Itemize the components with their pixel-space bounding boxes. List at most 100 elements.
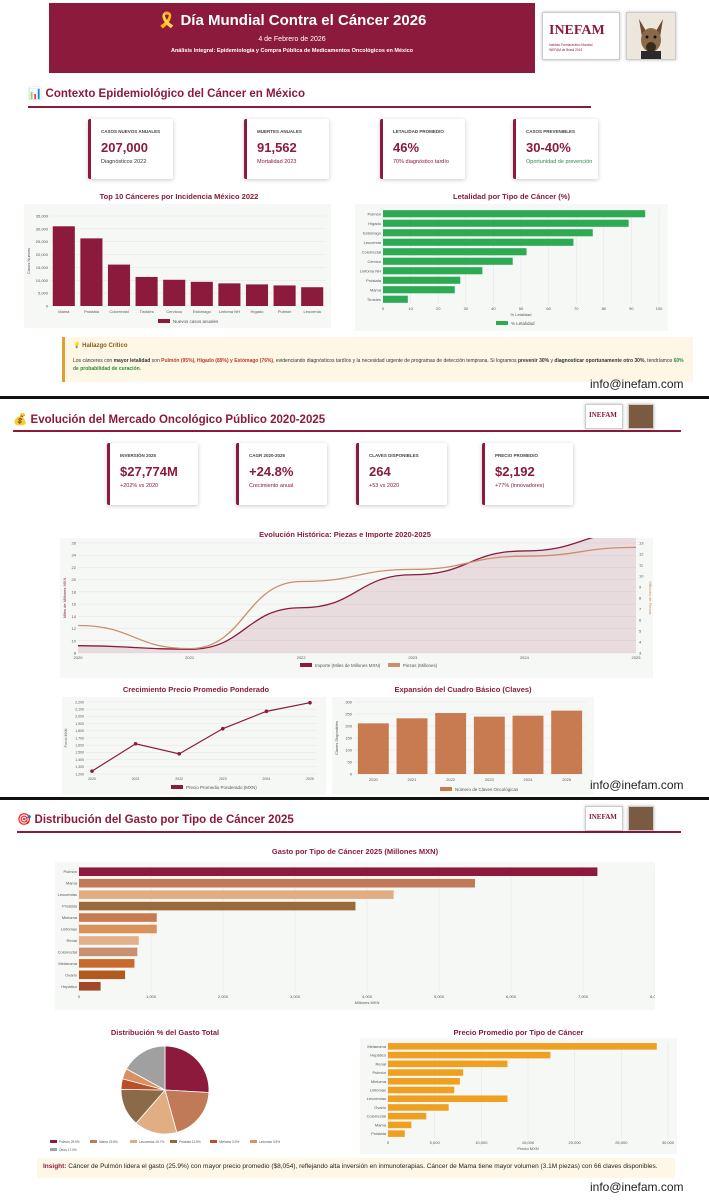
data-point: [177, 752, 181, 756]
x-tick-label: 30: [464, 306, 469, 311]
y-tick-label: 35,000: [36, 214, 49, 219]
y-tick-label: Mama: [375, 1122, 387, 1127]
series-line: [77, 538, 594, 650]
y-tick-label: Tiroides: [367, 297, 381, 302]
money-bag-icon: 💰: [13, 414, 28, 426]
bar: [107, 264, 131, 306]
legend-label: Precio Promedio Ponderado (MXN): [186, 785, 257, 790]
x-tick-label: Linfoma NH: [219, 309, 240, 314]
y-tick-label: 2,000: [75, 715, 84, 719]
y-tick-label: 25,000: [36, 239, 49, 244]
header-banner: 🎗️ Día Mundial Contra el Cáncer 2026 4 d…: [49, 3, 535, 73]
y-tick-label: 1,700: [75, 736, 84, 740]
y-right-tick-label: 6: [639, 618, 642, 623]
target-icon: 🎯: [17, 814, 32, 826]
kpi-label: Precio promedio: [495, 453, 539, 458]
x-tick-label: 2023: [219, 777, 227, 781]
s1-kpi-card: Casos nuevos anuales 207,000 Diagnósticos …: [88, 119, 173, 179]
gasto-chart: 0 1,000 2,000 3,000 4,000 5,000 6,000 7,000 8,00…: [58, 866, 655, 1005]
y-tick-label: Colorrectal: [367, 1114, 386, 1119]
bar: [383, 295, 408, 303]
y-tick-label: 2,100: [75, 708, 84, 712]
y-left-tick-label: 8: [74, 651, 77, 656]
x-tick-label: 2024: [263, 777, 271, 781]
x-tick-label: 30,000: [662, 1140, 675, 1145]
x-tick-label: 50: [519, 306, 524, 311]
x-tick-label: 2025: [562, 777, 572, 782]
y-tick-label: Linfomas: [61, 927, 77, 932]
x-axis-label: Millones MXN: [355, 1000, 380, 1005]
legend-swatch: [50, 1148, 57, 1151]
pie-slice: [164, 1089, 210, 1133]
bar: [388, 1069, 464, 1076]
bar: [80, 238, 103, 306]
legend-label: Pulmón 25.9%: [59, 1140, 80, 1144]
logo-word: INEFAM: [549, 23, 605, 38]
section3-rule: [17, 831, 681, 833]
y-tick-label: Próstata: [371, 1131, 387, 1136]
legend-series-label: Piezas (Millones): [403, 663, 438, 668]
x-tick-label: 0: [382, 306, 385, 311]
y-tick-label: Hepático: [61, 984, 78, 989]
x-tick-label: 60: [546, 306, 551, 311]
y-tick-label: Pulmón: [63, 869, 77, 874]
y-right-tick-label: 11: [639, 563, 644, 568]
legend-label: Número de Claves Oncológicas: [455, 787, 519, 792]
kpi-label: Casos nuevos anuales: [101, 129, 161, 134]
bar: [218, 283, 241, 306]
preciotipo-chart: 0 5,000 10,000 15,000 20,000 25,000 30,000 Mela…: [367, 1042, 675, 1151]
y-tick-label: 1,900: [75, 722, 84, 726]
legend-label: % Letalidad: [511, 321, 535, 326]
x-tick-label: 20: [436, 306, 441, 311]
critical-finding-title: 💡 Hallazgo Crítico: [73, 343, 128, 349]
legend-label: Leucemias 15.7%: [139, 1140, 165, 1144]
y-tick-label: Renal: [67, 938, 78, 943]
kpi-note: Mortalidad 2023: [257, 159, 297, 165]
y-tick-label: Pulmón: [367, 211, 381, 216]
section-divider-2: [0, 797, 709, 800]
section1-title: 📊 Contexto Epidemiológico del Cáncer en …: [28, 88, 305, 100]
s2-kpi-card: Claves disponibles 264 +53 vs 2020: [356, 443, 447, 505]
contact-email-1[interactable]: info@inefam.com: [590, 377, 684, 391]
kpi-value: 264: [369, 464, 391, 479]
x-tick-label: 6,000: [506, 994, 517, 999]
bar: [435, 713, 467, 774]
header-date: 4 de Febrero de 2026: [258, 36, 326, 43]
inefam-logo-small-3: INEFAM: [585, 806, 623, 831]
y-tick-label: 30,000: [36, 226, 49, 231]
y-tick-label: Cérvico: [367, 259, 381, 264]
kpi-label: Casos prevenibles: [526, 129, 576, 134]
x-tick-label: Tiroides: [140, 309, 154, 314]
y-tick-label: Colorrectal: [362, 249, 381, 254]
contact-email-2[interactable]: info@inefam.com: [590, 778, 684, 792]
contact-email-3[interactable]: info@inefam.com: [590, 1180, 684, 1194]
evolucion-chart-title: Evolución Histórica: Piezas e Importe 20…: [259, 530, 431, 539]
x-tick-label: 2021: [132, 777, 140, 781]
y-tick-label: 150: [345, 736, 352, 741]
bar: [383, 248, 527, 256]
y-right-tick-label: 4: [639, 640, 642, 645]
y-tick-label: 1,300: [75, 765, 84, 769]
inefam-logo: INEFAM Instituto Farmacéutico Mundial IN…: [542, 12, 620, 60]
bar: [79, 959, 135, 968]
y-tick-label: 300: [345, 700, 352, 705]
kpi-label: Letalidad promedio: [393, 129, 444, 134]
bar: [388, 1043, 657, 1050]
logo-tagline: Instituto Farmacéutico Mundial: [549, 43, 593, 47]
bar: [135, 276, 158, 306]
bar: [190, 281, 213, 306]
dog-mascot-icon-small-2: [628, 404, 654, 429]
kpi-value: +24.8%: [249, 464, 294, 479]
x-tick-label: 90: [629, 306, 634, 311]
letalidad-chart-title: Letalidad por Tipo de Cáncer (%): [453, 192, 570, 201]
y-tick-label: Ovario: [65, 972, 78, 977]
y-left-tick-label: 12: [72, 626, 77, 631]
y-left-tick-label: 14: [72, 614, 77, 619]
y-tick-label: 20,000: [36, 252, 49, 257]
x-tick-label: 40: [491, 306, 496, 311]
kpi-value: 207,000: [101, 140, 148, 155]
y-tick-label: Mama: [370, 287, 382, 292]
evolucion-chart-panel: [60, 538, 653, 678]
precio-chart: 1,200 1,300 1,400 1,500 1,600 1,700 1,800 1,900…: [64, 700, 316, 790]
kpi-value: $27,774M: [120, 464, 178, 479]
